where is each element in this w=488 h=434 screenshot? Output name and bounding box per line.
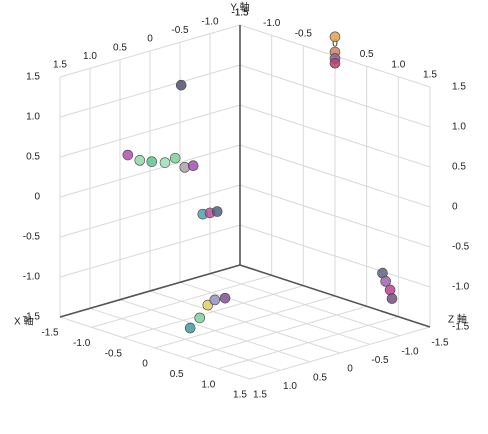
grid-line (59, 316, 251, 380)
z-tick-label: 1.0 (83, 51, 97, 62)
point (219, 292, 231, 304)
point (134, 155, 146, 166)
y-tick-label: 0.5 (26, 152, 40, 163)
point (122, 149, 134, 161)
x-tick-label: 1.0 (391, 59, 405, 70)
z-tick-label: 0.5 (113, 42, 127, 53)
point (187, 160, 199, 172)
point (386, 293, 398, 304)
point (211, 206, 223, 217)
point (159, 157, 171, 168)
x-tick-label: 1.5 (423, 70, 437, 81)
z-tick-label: 1.0 (283, 381, 297, 392)
x-tick-label: -1.0 (73, 338, 91, 349)
point (184, 322, 196, 334)
point (194, 312, 206, 324)
x-tick-label: -1.0 (263, 18, 281, 29)
y-tick-label: 0.5 (452, 162, 466, 173)
y-tick-label: 1.5 (452, 82, 466, 93)
z-tick-label: -1.5 (431, 338, 449, 349)
x-tick-label: 0 (142, 359, 148, 370)
z-axis-label: Z 軸 (448, 313, 467, 326)
point (209, 294, 221, 306)
grid-line (89, 307, 281, 371)
z-tick-label: -1.5 (231, 8, 249, 19)
z-tick-label: 0 (347, 364, 353, 375)
x-tick-label: 1.0 (201, 379, 215, 390)
y-tick-label: 0 (452, 202, 458, 213)
grid-line (149, 290, 341, 354)
y-tick-label: -1.0 (23, 272, 41, 283)
x-axis (239, 264, 431, 328)
y-tick-label: -0.5 (452, 242, 470, 253)
z-tick-label: -0.5 (371, 355, 389, 366)
y-tick-label: -1.0 (452, 282, 470, 293)
point (384, 284, 396, 296)
z-tick-label: 1.5 (53, 60, 67, 71)
y-tick-label: -0.5 (23, 232, 41, 243)
y-tick-label: 1.0 (452, 122, 466, 133)
z-tick-label: -1.0 (401, 346, 419, 357)
x-axis-label: X 軸 (14, 315, 33, 328)
x-tick-label: 1.5 (233, 390, 247, 401)
point (329, 57, 341, 69)
y-tick-label: 1.0 (26, 112, 40, 123)
y-tick-label: -1.5 (452, 322, 470, 333)
point (175, 79, 187, 91)
z-axis (59, 264, 241, 318)
point (169, 152, 181, 164)
point (146, 156, 158, 167)
grid-line (209, 273, 401, 337)
z-tick-label: 0 (147, 34, 153, 45)
x-tick-label: 0 (332, 39, 338, 50)
y-tick-label: 0 (34, 192, 40, 203)
x-tick-label: 0.5 (170, 369, 184, 380)
y-tick-label: 1.5 (26, 72, 40, 83)
point (380, 276, 391, 287)
point (329, 31, 341, 43)
z-tick-label: 1.5 (253, 390, 267, 401)
x-tick-label: -0.5 (295, 28, 313, 39)
grid-line (119, 299, 311, 363)
z-tick-label: -1.0 (201, 16, 219, 27)
y-tick-label: -1.5 (23, 312, 41, 323)
x-tick-label: -1.5 (231, 8, 249, 19)
z-tick-label: 0.5 (313, 372, 327, 383)
z-tick-label: -0.5 (171, 25, 189, 36)
x-tick-label: -0.5 (105, 348, 123, 359)
x-tick-label: 0.5 (360, 49, 374, 60)
grid-line (179, 281, 371, 345)
y-axis-label: Y 軸 (230, 1, 249, 14)
x-tick-label: -1.5 (41, 328, 59, 339)
